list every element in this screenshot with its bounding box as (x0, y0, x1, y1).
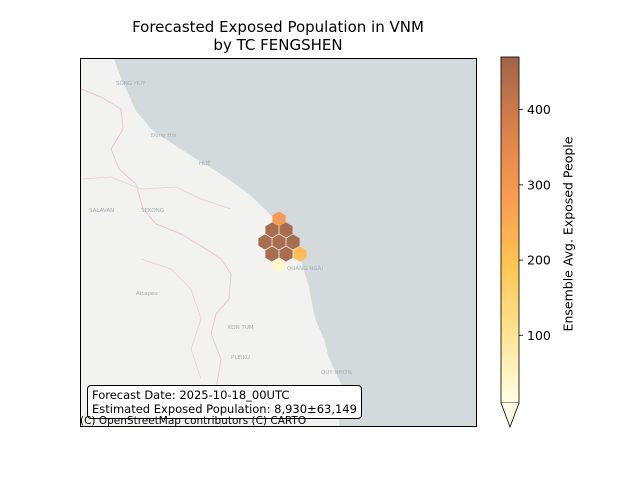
place-label: Đồng Hới (151, 131, 177, 139)
basemap: SÔNG HUY Đồng Hới HUẾ SALAVAN SEKONG QUẢ… (81, 59, 476, 426)
colorbar-tick-label: 300 (527, 177, 551, 192)
colorbar-ticks: 100 200 300 400 (519, 102, 551, 343)
exposure-hexagon (286, 234, 300, 250)
place-label: QUY NHƠN (321, 370, 352, 376)
forecast-info-box: Forecast Date: 2025-10-18_00UTC Estimate… (87, 385, 362, 419)
exposed-population: Estimated Exposed Population: 8,930±63,1… (92, 402, 357, 416)
place-label: SÔNG HUY (116, 80, 146, 87)
place-label: SALAVAN (89, 208, 114, 214)
colorbar-tick-label: 100 (527, 328, 551, 343)
border-line (81, 88, 232, 426)
place-label: HUẾ (199, 159, 211, 167)
place-label: PLEIKU (231, 355, 250, 361)
colorbar-extend-arrow (500, 402, 520, 429)
chart-title: Forecasted Exposed Population in VNM by … (0, 18, 556, 54)
map-attribution: (C) OpenStreetMap contributors (C) CARTO (80, 415, 307, 427)
exposure-hexagon (272, 257, 286, 273)
colorbar-label: Ensemble Avg. Exposed People (560, 136, 576, 332)
exposure-hexagon (265, 246, 279, 262)
exposure-hexagon (265, 222, 279, 238)
exposure-hexagon (272, 211, 286, 227)
colorbar-tick-label: 400 (527, 102, 551, 117)
exposure-hexagons (258, 211, 307, 273)
title-line-1: Forecasted Exposed Population in VNM (132, 18, 424, 36)
exposure-hexagon (293, 246, 307, 262)
map-panel[interactable]: SÔNG HUY Đồng Hới HUẾ SALAVAN SEKONG QUẢ… (80, 58, 477, 427)
place-label: KON TUM (228, 325, 254, 331)
colorbar-tick-label: 200 (527, 253, 551, 268)
colorbar-gradient (500, 56, 520, 404)
place-label: QUẢNG NGÃI (287, 264, 323, 272)
forecast-date: Forecast Date: 2025-10-18_00UTC (92, 388, 290, 402)
exposure-hexagon (279, 246, 293, 262)
border-line (81, 176, 232, 380)
title-line-2: by TC FENGSHEN (213, 36, 343, 54)
colorbar: 100 200 300 400 (500, 56, 551, 429)
exposure-hexagon (272, 234, 286, 250)
place-label: Attapeu (136, 291, 158, 297)
exposure-hexagon (279, 222, 293, 238)
place-label: SEKONG (141, 208, 164, 214)
exposure-hexagon (258, 234, 272, 250)
